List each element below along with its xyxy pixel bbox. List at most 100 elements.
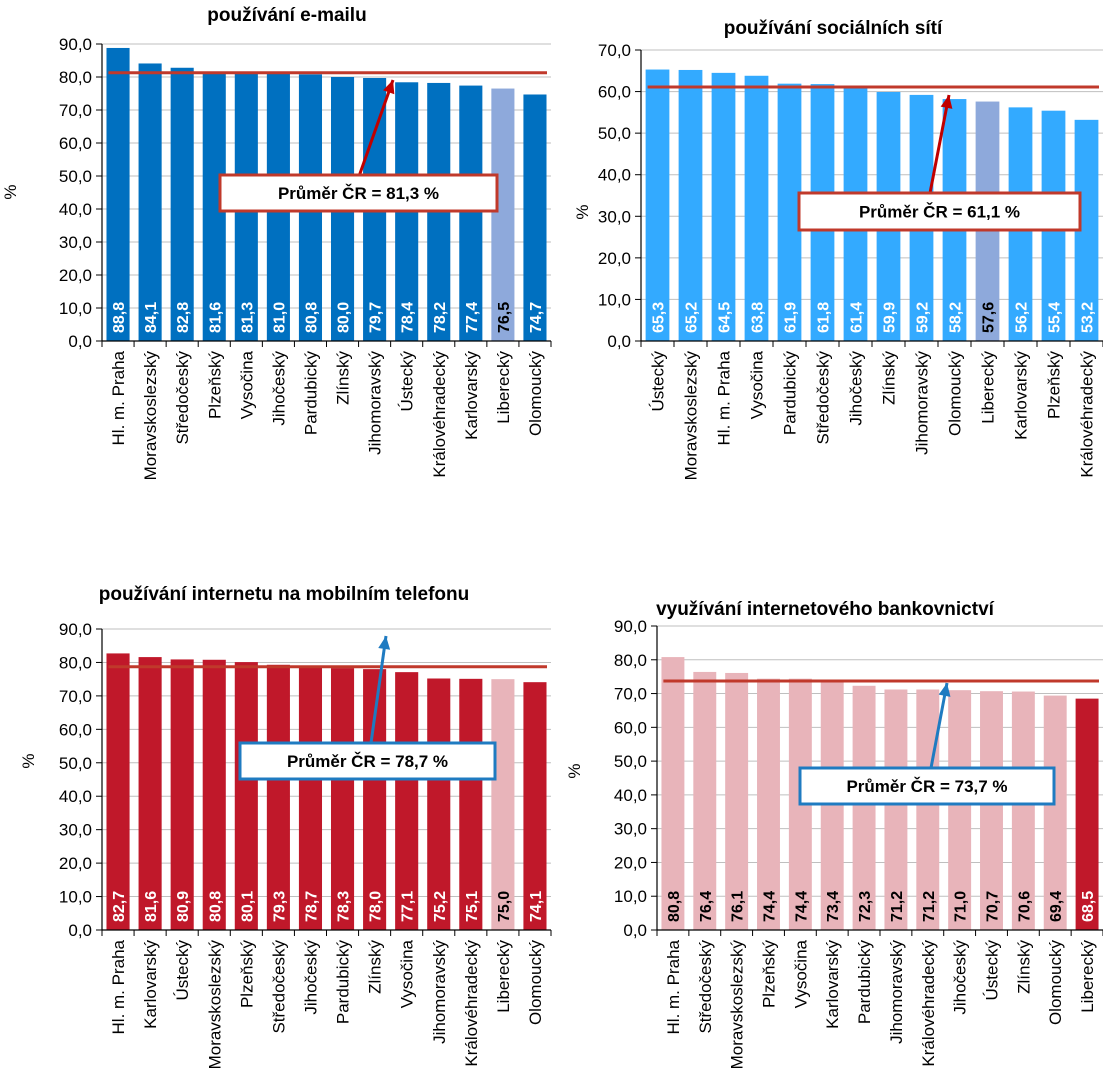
data-label: 78,4 bbox=[400, 302, 417, 333]
category-label: Moravskoslezský bbox=[205, 940, 224, 1070]
category-label: Jihomoravský bbox=[430, 940, 449, 1044]
bar bbox=[170, 659, 194, 930]
data-label: 76,5 bbox=[496, 302, 513, 333]
data-label: 80,0 bbox=[336, 302, 353, 333]
bar bbox=[645, 69, 670, 341]
bar bbox=[395, 672, 419, 930]
bar bbox=[459, 85, 483, 341]
bar bbox=[693, 671, 717, 930]
chart-internet-banking-svg: využívání internetového bankovnictví 0,0 1… bbox=[565, 599, 1103, 1070]
chart-title: využívání internetového bankovnictví bbox=[656, 599, 995, 620]
data-label: 78,3 bbox=[336, 891, 353, 922]
chart-email-svg: používání e-mailu 0,0 10,0 20,0 30,0 40,0 50,0… bbox=[1, 5, 552, 480]
bar bbox=[948, 690, 972, 930]
category-label: Středočeský bbox=[269, 940, 288, 1034]
data-label: 70,6 bbox=[1016, 891, 1033, 922]
category-label: Zlínský bbox=[1014, 940, 1033, 994]
y-tick-label: 20,0 bbox=[614, 853, 647, 872]
y-tick-label: 30,0 bbox=[614, 820, 647, 839]
data-label: 53,2 bbox=[1080, 302, 1097, 333]
data-label: 59,2 bbox=[915, 302, 932, 333]
bar bbox=[884, 689, 908, 930]
category-label: Jihočeský bbox=[847, 351, 866, 426]
category-label: Královéhradecký bbox=[430, 351, 449, 478]
data-label: 71,2 bbox=[921, 891, 938, 922]
bar bbox=[170, 67, 194, 341]
y-axis-label: % bbox=[19, 753, 38, 768]
category-label: Liberecký bbox=[979, 351, 998, 424]
category-label: Karlovarský bbox=[1012, 351, 1031, 440]
bar bbox=[1011, 691, 1035, 930]
bar bbox=[330, 668, 355, 930]
data-label: 57,6 bbox=[981, 302, 998, 333]
y-tick-label: 40,0 bbox=[59, 787, 92, 806]
data-label: 74,4 bbox=[793, 891, 810, 922]
data-label: 58,2 bbox=[948, 302, 965, 333]
y-tick-label: 70,0 bbox=[59, 687, 92, 706]
y-tick-label: 40,0 bbox=[598, 166, 631, 185]
category-label: Středočeský bbox=[173, 351, 192, 445]
category-label: Ústecký bbox=[983, 940, 1002, 1001]
y-tick-label: 90,0 bbox=[59, 620, 92, 639]
bar bbox=[523, 94, 547, 342]
data-label: 55,4 bbox=[1047, 302, 1064, 333]
category-label: Pardubický bbox=[334, 940, 353, 1025]
bar bbox=[266, 664, 290, 930]
data-label: 70,7 bbox=[985, 891, 1002, 922]
y-tick-label: 30,0 bbox=[59, 821, 92, 840]
data-label: 69,4 bbox=[1048, 891, 1065, 922]
y-tick-label: 60,0 bbox=[59, 134, 92, 153]
bar bbox=[363, 669, 387, 930]
category-label: Vysočina bbox=[748, 350, 767, 419]
data-label: 88,8 bbox=[111, 302, 128, 333]
category-label: Hl. m. Praha bbox=[715, 350, 734, 445]
category-label: Plzeňský bbox=[205, 351, 224, 420]
bar bbox=[491, 88, 515, 341]
category-label: Liberecký bbox=[1078, 940, 1097, 1013]
bar bbox=[138, 63, 162, 341]
data-label: 84,1 bbox=[143, 302, 160, 333]
y-tick-label: 50,0 bbox=[59, 754, 92, 773]
y-tick-label: 80,0 bbox=[59, 653, 92, 672]
y-axis-label: % bbox=[565, 763, 584, 778]
category-label: Středočeský bbox=[814, 351, 833, 445]
y-tick-label: 60,0 bbox=[598, 83, 631, 102]
y-tick-label: 10,0 bbox=[59, 299, 92, 318]
data-label: 75,0 bbox=[496, 891, 513, 922]
bar bbox=[1075, 698, 1099, 930]
category-label: Moravskoslezský bbox=[728, 940, 747, 1070]
y-tick-label: 30,0 bbox=[598, 207, 631, 226]
data-label: 80,8 bbox=[303, 302, 320, 333]
data-label: 82,8 bbox=[175, 302, 192, 333]
data-label: 80,9 bbox=[175, 891, 192, 922]
data-label: 80,1 bbox=[239, 891, 256, 922]
arrow-head bbox=[378, 636, 391, 650]
data-label: 74,7 bbox=[528, 302, 545, 333]
category-label: Ústecký bbox=[649, 351, 668, 412]
chart-email: používání e-mailu 0,0 10,0 20,0 30,0 40,0 50,0… bbox=[0, 0, 552, 545]
y-tick-label: 40,0 bbox=[614, 786, 647, 805]
annotation-arrow bbox=[355, 79, 395, 183]
category-label: Olomoucký bbox=[946, 351, 965, 437]
chart-mobile-internet-svg: používání internetu na mobilním telefonu… bbox=[19, 584, 552, 1070]
bar bbox=[491, 679, 515, 930]
y-tick-label: 90,0 bbox=[59, 35, 92, 54]
data-label: 65,2 bbox=[684, 302, 701, 333]
y-tick-label: 0,0 bbox=[623, 921, 647, 940]
arrow-head bbox=[940, 95, 953, 109]
annotation-arrow bbox=[929, 682, 949, 769]
data-label: 78,7 bbox=[303, 891, 320, 922]
category-label: Karlovarský bbox=[141, 940, 160, 1029]
category-label: Jihomoravský bbox=[887, 940, 906, 1044]
category-label: Karlovarský bbox=[823, 940, 842, 1029]
data-label: 81,6 bbox=[207, 302, 224, 333]
category-label: Zlínský bbox=[334, 351, 353, 405]
y-tick-label: 50,0 bbox=[598, 124, 631, 143]
category-label: Královéhradecký bbox=[919, 940, 938, 1067]
category-label: Karlovarský bbox=[462, 351, 481, 440]
data-label: 74,4 bbox=[762, 891, 779, 922]
data-label: 77,4 bbox=[464, 302, 481, 333]
data-label: 72,3 bbox=[857, 891, 874, 922]
data-label: 80,8 bbox=[207, 891, 224, 922]
data-label: 61,4 bbox=[849, 302, 866, 333]
